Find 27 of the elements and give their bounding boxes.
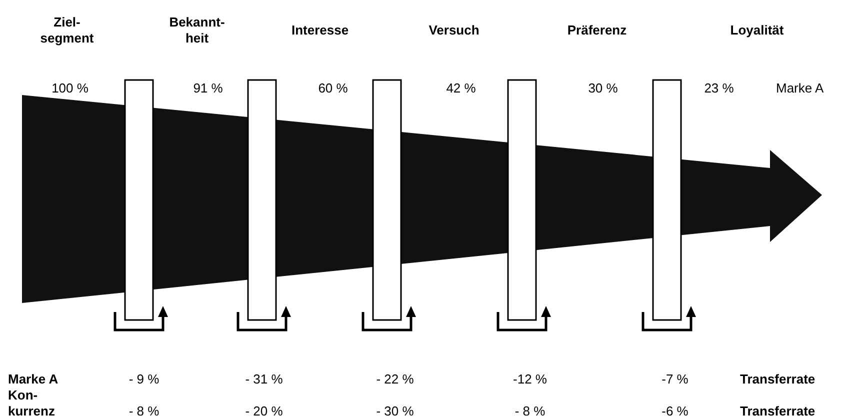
data-label: -12 % xyxy=(513,372,548,386)
data-label: 42 % xyxy=(446,80,476,96)
category-label: Bekannt- heit xyxy=(169,14,225,46)
data-label: - 8 % xyxy=(514,404,546,418)
data-label: -7 % xyxy=(662,372,689,386)
category-label: Interesse xyxy=(291,22,349,38)
legend-label: Marke A xyxy=(776,80,824,96)
data-label: - 20 % xyxy=(245,404,284,418)
text: Kon- kurrenz xyxy=(8,388,56,418)
text: Transferrate xyxy=(740,404,816,418)
data-label: 30 % xyxy=(588,80,618,96)
category-label: Loyalität xyxy=(730,22,784,38)
data-label: 60 % xyxy=(318,80,348,96)
category-label: Versuch xyxy=(428,22,480,38)
data-label: 100 % xyxy=(52,80,89,96)
data-label: - 8 % xyxy=(128,404,160,418)
data-label: - 30 % xyxy=(376,404,414,418)
data-label: 91 % xyxy=(193,80,224,96)
category-label: Ziel- segment xyxy=(40,14,94,46)
category-label: Präferenz xyxy=(567,22,628,38)
text: Transferrate xyxy=(740,372,816,386)
data-label: - 31 % xyxy=(245,372,284,386)
data-label: - 22 % xyxy=(376,372,414,386)
text: Marke A xyxy=(8,372,59,386)
data-label: - 9 % xyxy=(128,372,160,386)
data-label: -6 % xyxy=(662,404,689,418)
data-label: 23 % xyxy=(704,80,734,96)
